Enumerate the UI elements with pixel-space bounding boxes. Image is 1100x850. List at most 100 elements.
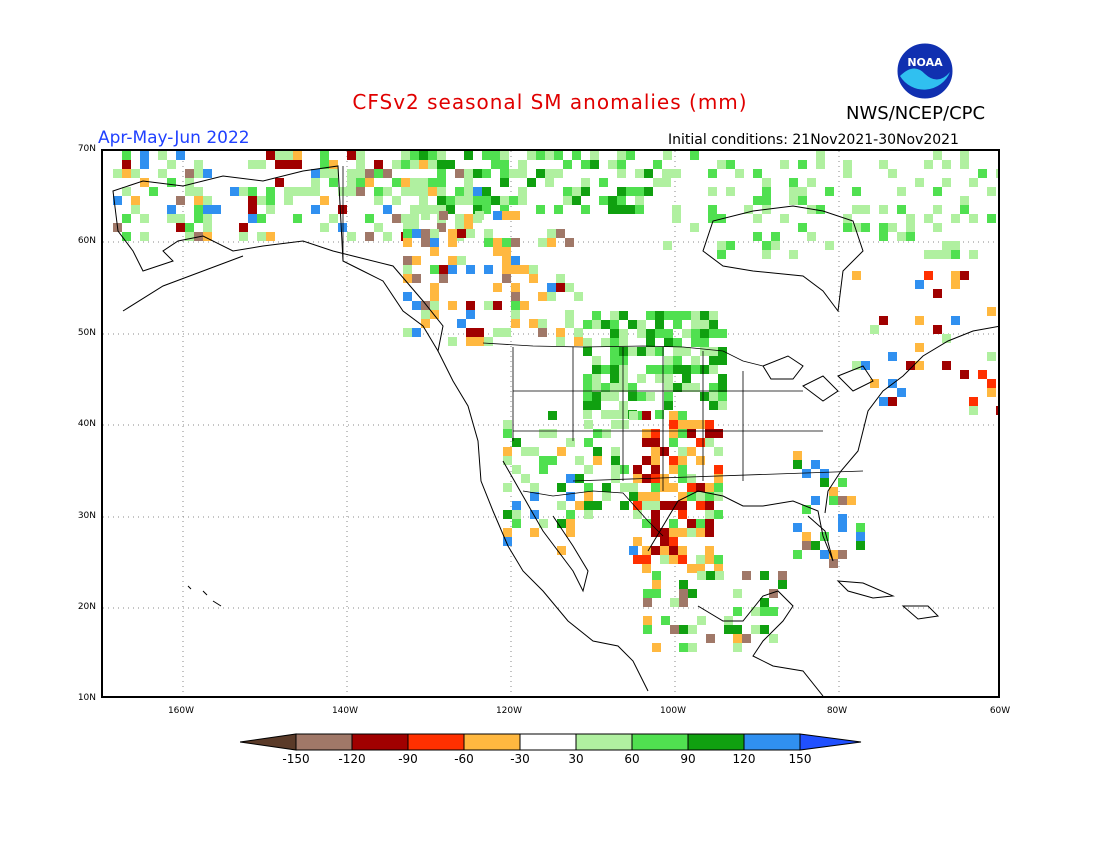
anomaly-cell [933,151,942,160]
anomaly-cell [843,169,852,178]
anomaly-cell [682,347,691,356]
anomaly-cell [807,178,816,187]
anomaly-cell [843,223,852,232]
anomaly-cell [705,510,714,519]
anomaly-cell [412,229,421,238]
anomaly-cell [538,238,547,247]
anomaly-cell [419,187,428,196]
anomaly-cell [518,160,527,169]
anomaly-cell [673,338,682,347]
anomaly-cell [248,160,257,169]
anomaly-cell [778,580,787,589]
anomaly-cell [320,169,329,178]
anomaly-cell [987,388,996,397]
anomaly-cell [545,151,554,160]
anomaly-cell [691,365,700,374]
anomaly-cell [987,187,996,196]
anomaly-cell [410,151,419,160]
anomaly-cell [574,337,583,346]
anomaly-cell [484,238,493,247]
anomaly-cell [473,187,482,196]
anomaly-cell [789,196,798,205]
anomaly-cell [464,223,473,232]
anomaly-cell [572,196,581,205]
anomaly-cell [122,187,131,196]
anomaly-cell [682,365,691,374]
lat-label-10n: 10N [77,693,96,703]
anomaly-cell [714,474,723,483]
anomaly-cell [374,187,383,196]
anomaly-cell [392,160,401,169]
anomaly-cell [347,178,356,187]
anomaly-cell [942,334,951,343]
anomaly-cell [493,283,502,292]
anomaly-cell [678,555,687,564]
anomaly-cell [708,169,717,178]
anomaly-cell [705,438,714,447]
anomaly-cell [257,160,266,169]
anomaly-cell [879,316,888,325]
anomaly-cell [212,205,221,214]
anomaly-cell [611,465,620,474]
anomaly-cell [753,232,762,241]
anomaly-cell [592,365,601,374]
anomaly-cell [673,365,682,374]
anomaly-cell [951,241,960,250]
anomaly-cell [556,328,565,337]
agency-label: NWS/NCEP/CPC [846,103,986,124]
anomaly-cell [679,625,688,634]
anomaly-cell [437,178,446,187]
anomaly-cell [696,528,705,537]
anomaly-cell [651,510,660,519]
anomaly-cell [149,187,158,196]
anomaly-cell [602,492,611,501]
colorbar-cell-8 [687,733,745,751]
anomaly-cell [448,229,457,238]
anomaly-cell [503,447,512,456]
anomaly-cell [700,329,709,338]
anomaly-cell [678,501,687,510]
anomaly-cell [610,365,619,374]
anomaly-cell [619,347,628,356]
anomaly-cell [329,169,338,178]
initial-conditions-label: Initial conditions: 21Nov2021-30Nov2021 [668,132,959,148]
anomaly-cell [655,365,664,374]
anomaly-cell [861,205,870,214]
anomaly-cell [753,196,762,205]
anomaly-cell [203,232,212,241]
anomaly-cell [709,320,718,329]
anomaly-cell [626,151,635,160]
anomaly-cell [131,169,140,178]
anomaly-cell [672,214,681,223]
anomaly-cell [566,510,575,519]
anomaly-cell [718,347,727,356]
anomaly-cell [248,187,257,196]
anomaly-cell [933,325,942,334]
anomaly-cell [493,238,502,247]
anomaly-cell [687,447,696,456]
anomaly-cell [798,196,807,205]
anomaly-cell [284,160,293,169]
anomaly-cell [527,178,536,187]
anomaly-cell [430,283,439,292]
anomaly-cell [838,550,847,559]
anomaly-cell [530,447,539,456]
anomaly-cell [744,205,753,214]
anomaly-cell [762,178,771,187]
anomaly-cell [592,374,601,383]
anomaly-cell [669,411,678,420]
colorbar-cell-5 [519,733,577,751]
anomaly-cell [663,151,672,160]
anomaly-cell [412,301,421,310]
anomaly-cell [762,187,771,196]
anomaly-cell [617,196,626,205]
anomaly-cell [484,229,493,238]
anomaly-cell [412,256,421,265]
anomaly-cell [655,311,664,320]
anomaly-cell [664,329,673,338]
anomaly-cell [464,196,473,205]
anomaly-cell [475,211,484,220]
anomaly-cell [503,420,512,429]
anomaly-cell [536,151,545,160]
colorbar-label-7: 90 [680,752,696,766]
